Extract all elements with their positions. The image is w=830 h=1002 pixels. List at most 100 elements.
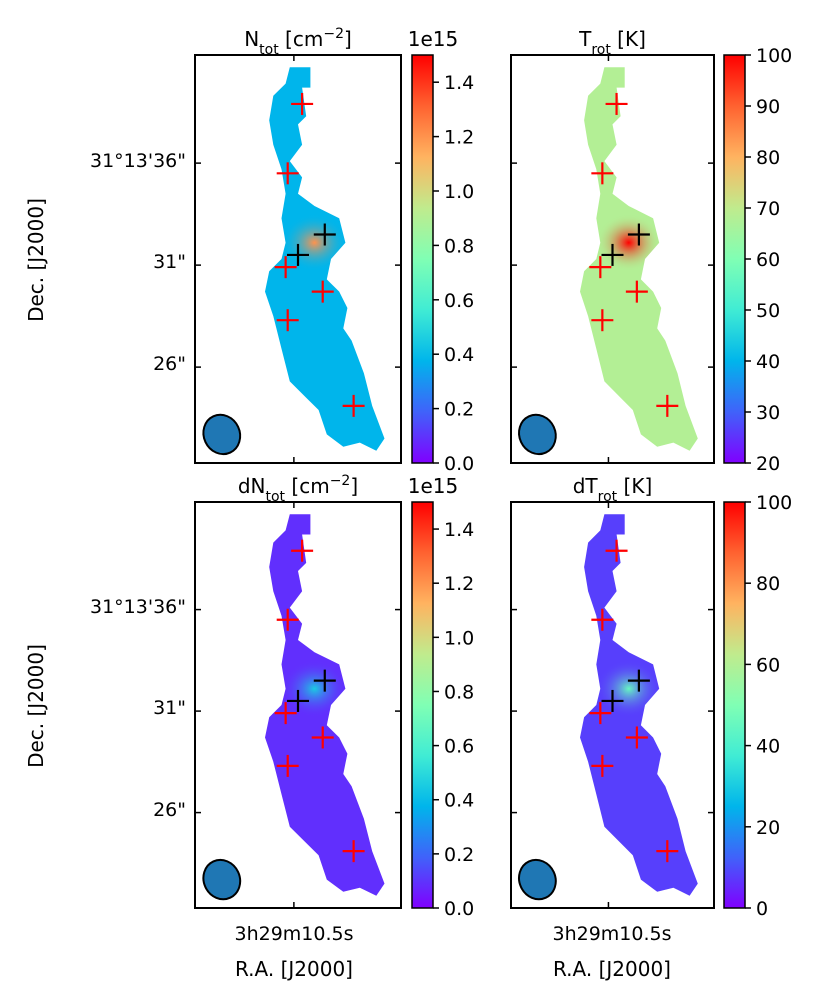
x-axis-label-left: R.A. [J2000] — [235, 957, 353, 981]
red-marker-3 — [274, 702, 297, 725]
beam-ellipse — [202, 413, 242, 456]
colorbar-tick-label: 0.4 — [444, 790, 474, 812]
beam-ellipse — [518, 858, 557, 901]
red-marker-1 — [291, 539, 314, 562]
black-marker-1 — [627, 223, 650, 246]
red-marker-1 — [291, 92, 314, 115]
emission-peak — [596, 660, 662, 718]
colorbar-tick-label: 40 — [756, 736, 780, 758]
colorbar-tick-label: 0.0 — [444, 898, 474, 920]
colorbar-tick-label: 90 — [756, 96, 780, 118]
red-marker-2 — [591, 162, 614, 185]
panels-layer: Ntot [cm−2] 1e150.00.20.40.60.81.01.21.4T… — [194, 26, 792, 920]
colorbar-offset-text: 1e15 — [408, 474, 458, 498]
colorbar — [723, 501, 746, 909]
red-marker-5 — [591, 309, 614, 332]
emission-peak — [281, 214, 348, 272]
colorbar-tick-label: 1.2 — [444, 127, 474, 149]
colorbar-tick-label: 80 — [756, 147, 780, 169]
colorbar-tick-label: 1.2 — [444, 573, 474, 595]
colorbar-tick-label: 0.6 — [444, 736, 474, 758]
colorbar — [723, 54, 746, 464]
red-marker-2 — [591, 608, 614, 631]
black-marker-2 — [287, 689, 309, 712]
colorbar-tick-label: 0.6 — [444, 290, 474, 312]
red-marker-3 — [589, 702, 612, 725]
panel-4: dTrot [K] 0 20 40 60 80 100 — [510, 474, 792, 920]
panel-frame — [194, 54, 402, 464]
panel-title: Trot [K] — [578, 27, 646, 58]
emission-peak — [596, 214, 662, 272]
colorbar-tick-label: 70 — [756, 198, 780, 220]
colorbar-tick-label: 0.0 — [444, 453, 474, 475]
y-axis-label-lower: Dec. [J2000] — [24, 644, 48, 768]
red-marker-3 — [589, 256, 612, 279]
y-tick-label-3: 26" — [153, 353, 186, 375]
y-tick-label-4: 31°13'36" — [90, 596, 186, 618]
black-marker-1 — [313, 669, 336, 692]
colorbar-tick-label: 40 — [756, 351, 780, 373]
red-marker-6 — [656, 840, 679, 863]
colorbar-tick-label: 30 — [756, 402, 780, 424]
x-tick-label-left: 3h29m10.5s — [234, 923, 353, 945]
black-marker-2 — [601, 243, 624, 266]
colorbar-tick-label: 50 — [756, 300, 780, 322]
beam-ellipse — [202, 858, 242, 901]
panel-frame — [510, 54, 715, 464]
colorbar-tick-label: 0.2 — [444, 844, 474, 866]
red-marker-4 — [311, 280, 334, 303]
colorbar-tick-label: 1.0 — [444, 181, 474, 203]
red-marker-2 — [276, 162, 299, 185]
black-marker-1 — [313, 223, 336, 246]
red-marker-4 — [625, 726, 648, 749]
colorbar-tick-label: 80 — [756, 573, 780, 595]
black-marker-2 — [287, 243, 309, 266]
colorbar-tick-label: 1.0 — [444, 627, 474, 649]
colorbar-tick-label: 0.2 — [444, 399, 474, 421]
black-marker-1 — [627, 669, 650, 692]
panel-1: Ntot [cm−2] 1e15 0.0 0.2 0.4 0.6 0.8 1.0 1.2 1.4 — [194, 26, 474, 475]
beam-ellipse — [518, 413, 557, 456]
colorbar — [411, 54, 434, 464]
x-tick-label-right: 3h29m10.5s — [552, 923, 671, 945]
x-axis-label-right: R.A. [J2000] — [553, 957, 671, 981]
colorbar — [411, 501, 434, 909]
red-marker-5 — [276, 754, 299, 777]
panel-frame — [510, 501, 715, 909]
red-marker-6 — [342, 394, 365, 417]
red-marker-3 — [274, 256, 297, 279]
panel-frame — [194, 501, 402, 909]
y-tick-label-5: 31" — [153, 697, 186, 719]
colorbar-tick-label: 60 — [756, 654, 780, 676]
red-marker-1 — [605, 92, 628, 115]
colorbar-tick-label: 20 — [756, 817, 780, 839]
red-marker-2 — [276, 608, 299, 631]
y-tick-label-2: 31" — [153, 251, 186, 273]
emission-peak — [281, 660, 348, 718]
colorbar-tick-label: 1.4 — [444, 72, 474, 94]
colorbar-tick-label: 1.4 — [444, 519, 474, 541]
y-tick-label-1: 31°13'36" — [90, 150, 186, 172]
colorbar-tick-label: 0.8 — [444, 235, 474, 257]
y-tick-label-6: 26" — [153, 799, 186, 821]
colorbar-tick-label: 0.8 — [444, 681, 474, 703]
y-axis-label: Dec. [J2000] — [24, 198, 48, 322]
red-marker-5 — [276, 309, 299, 332]
panel-title: dNtot [cm−2] — [238, 473, 358, 505]
red-marker-6 — [656, 394, 679, 417]
colorbar-tick-label: 0.4 — [444, 344, 474, 366]
colorbar-offset-text: 1e15 — [408, 27, 458, 51]
colorbar-tick-label: 60 — [756, 249, 780, 271]
colorbar-tick-label: 100 — [756, 492, 792, 514]
red-marker-4 — [625, 280, 648, 303]
panel-2: Trot [K] 20 30 40 50 60 70 80 90 100 — [510, 27, 792, 475]
red-marker-6 — [342, 840, 365, 863]
red-marker-1 — [605, 539, 628, 562]
panel-title: dTrot [K] — [573, 474, 653, 505]
red-marker-4 — [311, 726, 334, 749]
colorbar-tick-label: 100 — [756, 45, 792, 67]
panel-3: dNtot [cm−2] 1e15 0.0 0.2 0.4 0.6 0.8 1.0 1.2 1.4 — [194, 473, 474, 920]
panel-title: Ntot [cm−2] — [244, 26, 352, 58]
red-marker-5 — [591, 754, 614, 777]
